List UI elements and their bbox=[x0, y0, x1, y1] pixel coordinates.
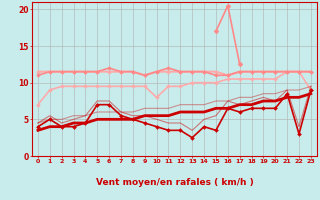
X-axis label: Vent moyen/en rafales ( km/h ): Vent moyen/en rafales ( km/h ) bbox=[96, 178, 253, 187]
